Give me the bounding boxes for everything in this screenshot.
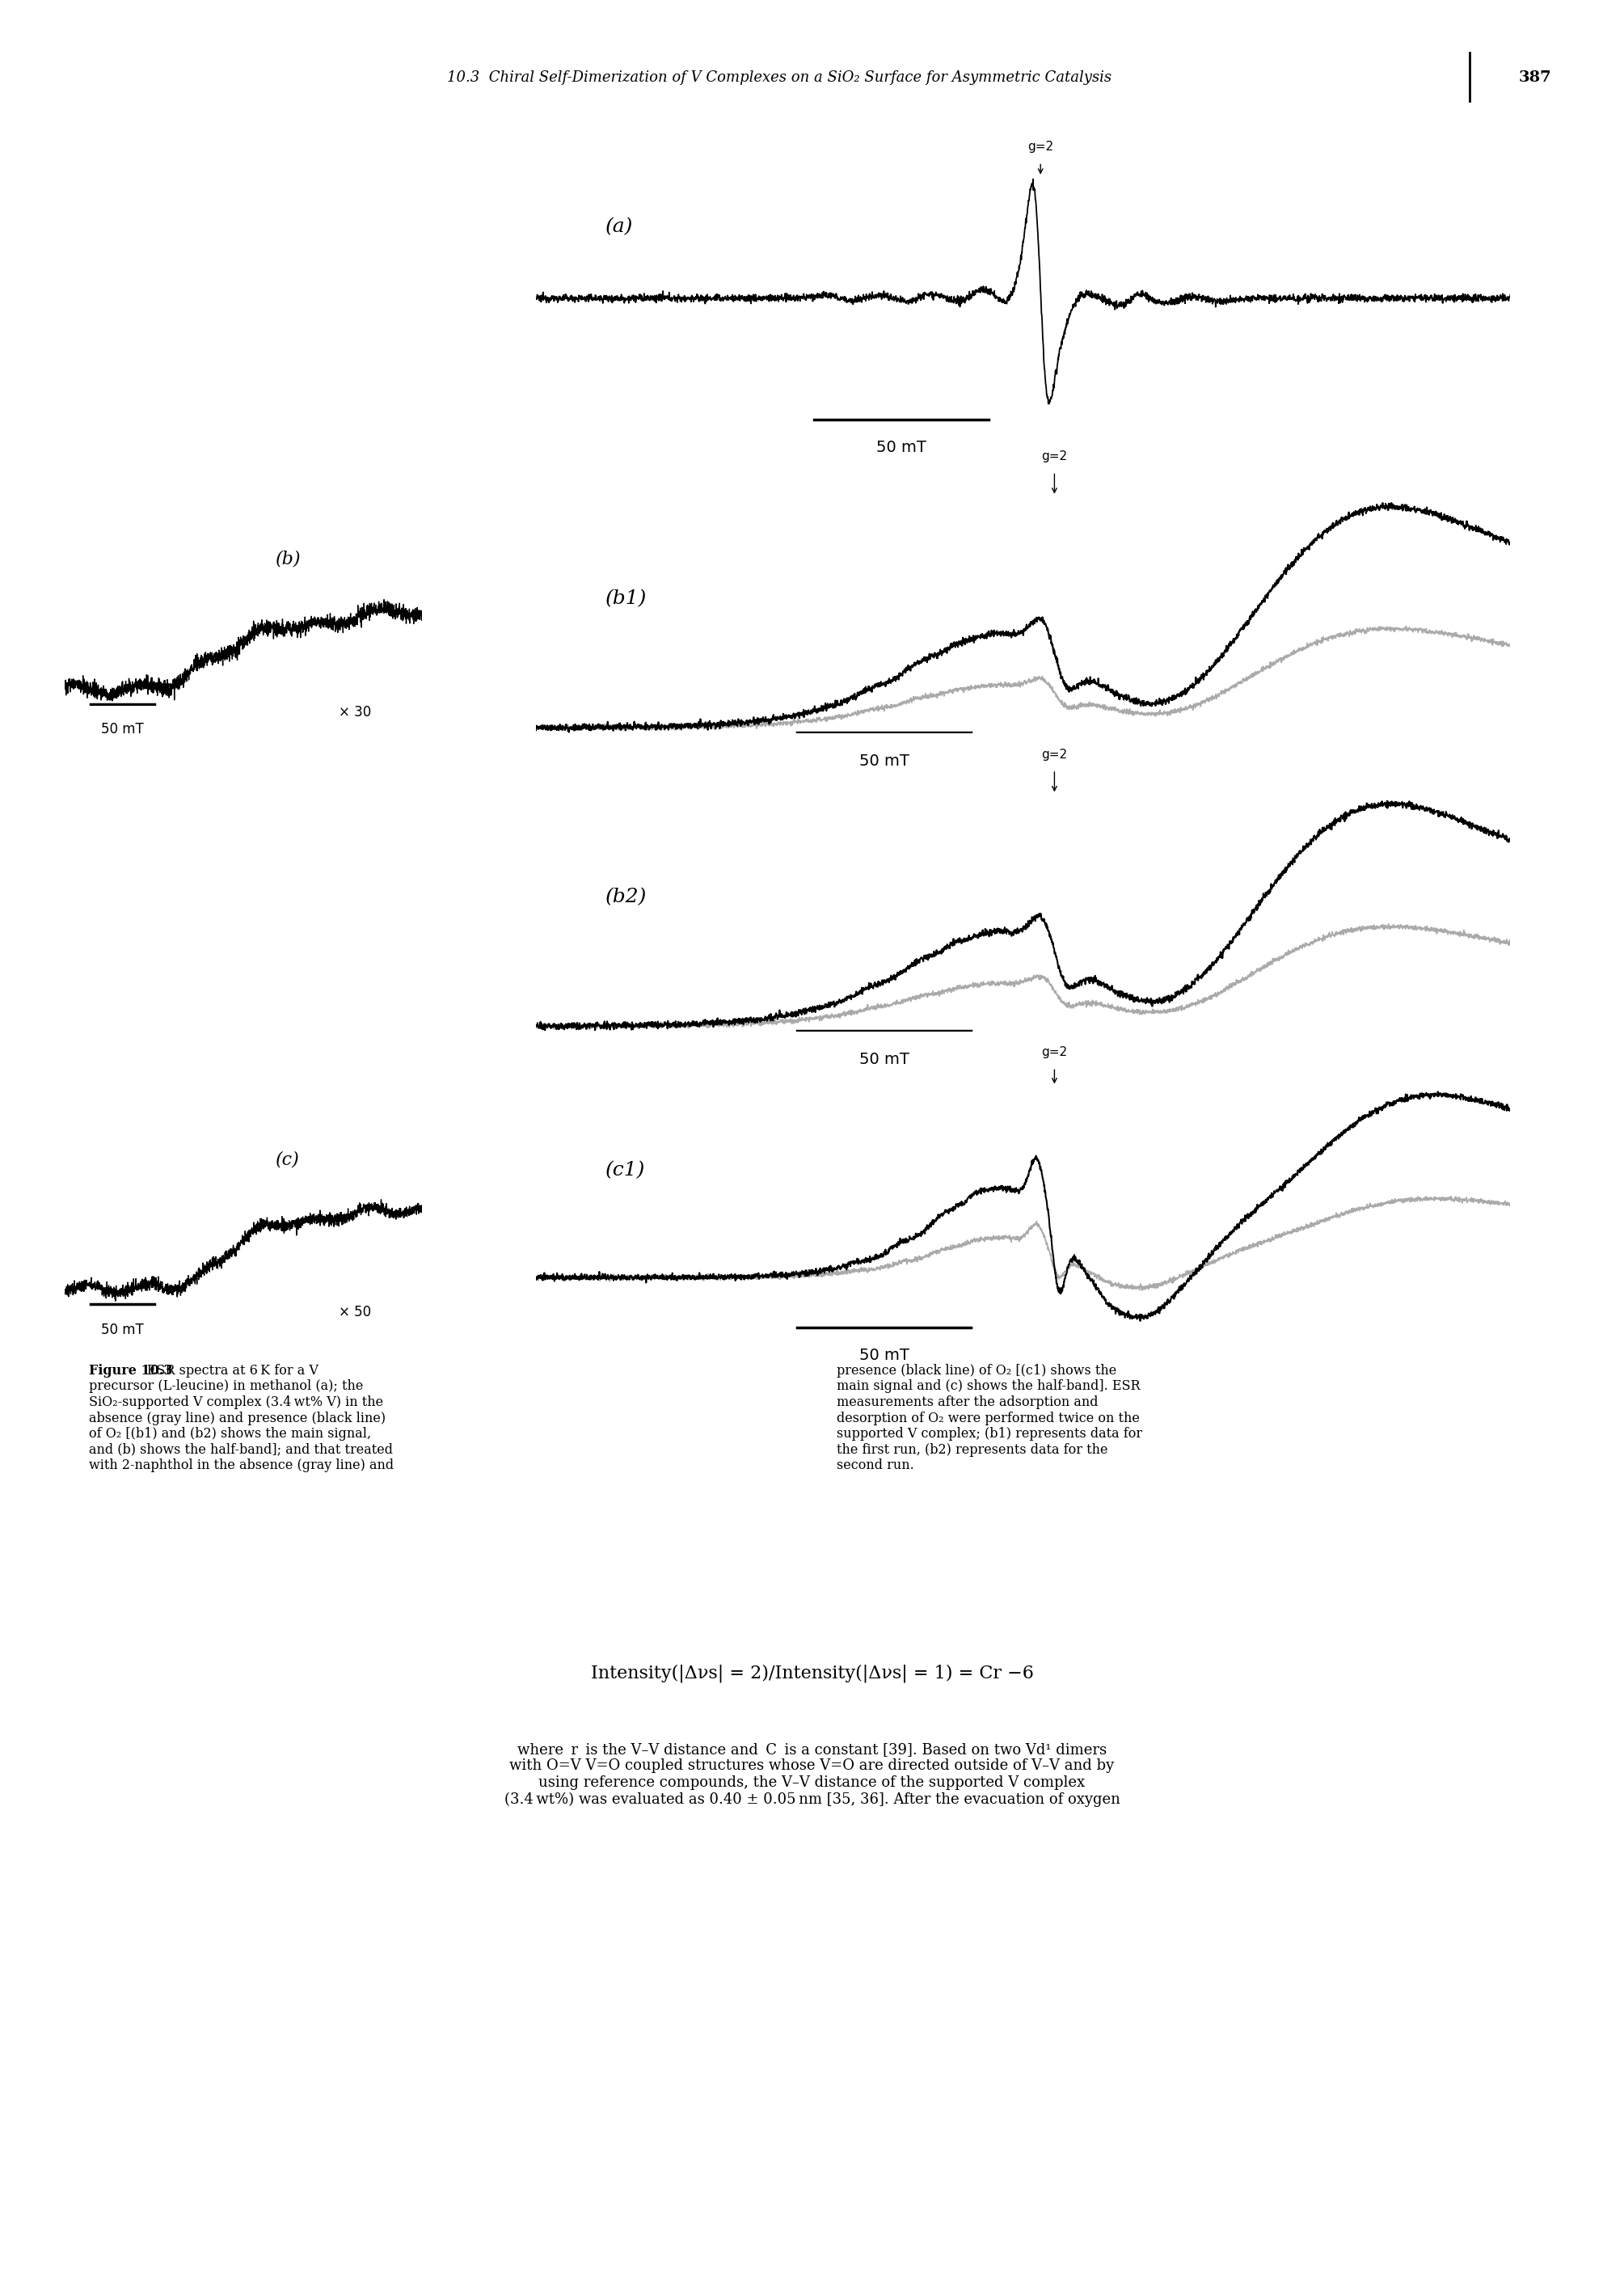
Text: 50 mT: 50 mT [859,1348,909,1364]
Text: Figure 10.3: Figure 10.3 [89,1364,172,1377]
Text: Intensity(|Δνs| = 2)/Intensity(|Δνs| = 1) = Cr −6: Intensity(|Δνs| = 2)/Intensity(|Δνs| = 1… [591,1664,1033,1682]
Text: 50 mT: 50 mT [101,722,143,736]
Text: 50 mT: 50 mT [859,1052,909,1066]
Text: g=2: g=2 [1041,449,1067,463]
Text: 10.3  Chiral Self-Dimerization of V Complexes on a SiO₂ Surface for Asymmetric C: 10.3 Chiral Self-Dimerization of V Compl… [447,71,1112,85]
Text: (c): (c) [276,1151,299,1169]
Text: presence (black line) of O₂ [(c1) shows the
main signal and (c) shows the half-b: presence (black line) of O₂ [(c1) shows … [836,1364,1142,1471]
Text: g=2: g=2 [1028,140,1054,154]
Text: 387: 387 [1518,71,1551,85]
Text: (a): (a) [606,218,633,236]
Text: ESR spectra at 6 K for a V
precursor (L-leucine) in methanol (a); the
SiO₂-suppo: ESR spectra at 6 K for a V precursor (L-… [89,1364,395,1471]
Text: 50 mT: 50 mT [877,440,926,456]
Text: (b): (b) [276,550,300,568]
Text: (b2): (b2) [606,887,646,905]
Text: where  r  is the V–V distance and  C  is a constant [39]. Based on two Vd¹ dimer: where r is the V–V distance and C is a c… [503,1742,1121,1806]
Text: 50 mT: 50 mT [101,1322,143,1336]
Text: × 50: × 50 [339,1304,372,1320]
Text: (c1): (c1) [606,1160,645,1180]
Text: g=2: g=2 [1041,747,1067,761]
Text: 50 mT: 50 mT [859,754,909,768]
Text: × 30: × 30 [339,704,372,720]
Text: g=2: g=2 [1041,1045,1067,1059]
Text: (b1): (b1) [606,589,646,607]
